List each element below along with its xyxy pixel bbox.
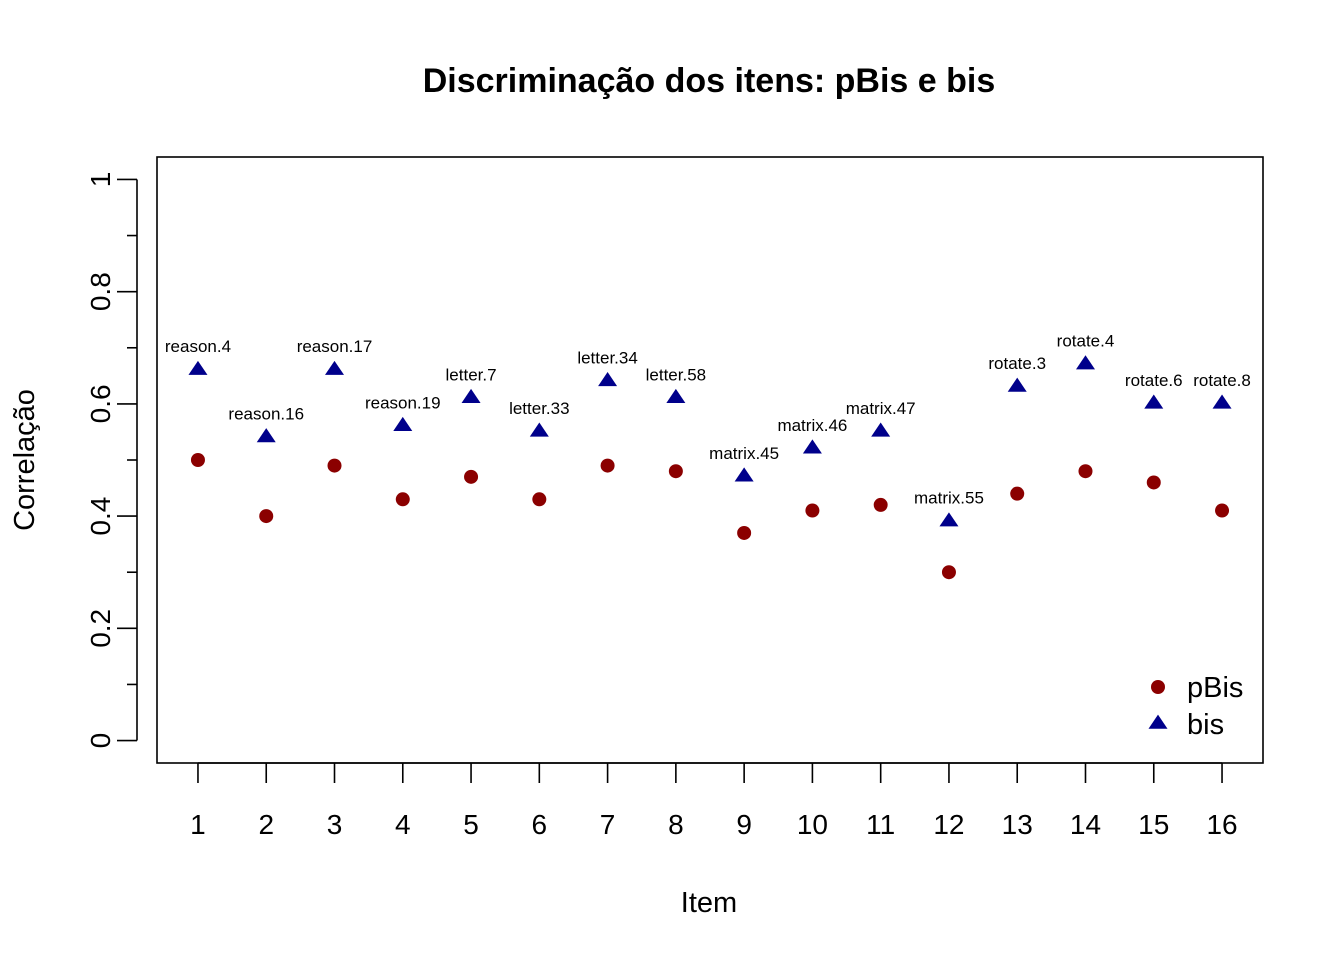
x-tick-label: 6 <box>532 809 548 840</box>
bis-point <box>529 422 549 437</box>
y-axis: 0 0.2 0.4 0.6 0.8 1 <box>85 172 138 749</box>
item-label: letter.33 <box>509 399 570 418</box>
pbis-point <box>941 565 956 580</box>
bis-point <box>393 416 413 432</box>
bis-point <box>325 360 345 375</box>
pbis-point <box>190 453 205 467</box>
y-tick-label: 0.8 <box>85 272 116 311</box>
x-tick-label: 12 <box>933 809 964 840</box>
item-label: reason.17 <box>297 337 373 356</box>
bis-point <box>1007 377 1027 392</box>
x-tick-label: 2 <box>258 809 274 840</box>
x-tick-label: 10 <box>797 809 828 840</box>
pbis-point <box>1010 486 1025 501</box>
pbis-point <box>532 492 547 507</box>
bis-point <box>256 428 276 443</box>
x-tick-label: 16 <box>1206 809 1237 840</box>
bis-point <box>1075 355 1095 370</box>
y-tick-label: 1 <box>85 172 116 188</box>
bis-point <box>939 512 959 527</box>
x-tick-label: 13 <box>1002 809 1033 840</box>
bis-point <box>734 467 754 482</box>
y-tick-label: 0.4 <box>85 497 116 536</box>
x-axis: 1 2 3 4 5 6 7 8 9 10 11 12 13 14 15 16 <box>190 762 1238 840</box>
pbis-point <box>600 458 615 473</box>
data-points <box>188 355 1232 580</box>
x-tick-label: 11 <box>866 809 895 840</box>
x-tick-label: 5 <box>463 809 479 840</box>
item-label: letter.7 <box>446 365 497 384</box>
item-label: matrix.55 <box>914 489 984 508</box>
y-tick-label: 0.2 <box>85 609 116 648</box>
legend: pBis bis <box>1148 672 1243 741</box>
legend-pbis-marker <box>1151 680 1165 694</box>
x-tick-label: 3 <box>327 809 343 840</box>
bis-point <box>666 388 686 403</box>
item-label: letter.58 <box>646 365 707 384</box>
pbis-point <box>737 525 752 540</box>
y-tick-label: 0 <box>85 733 116 749</box>
x-tick-label: 8 <box>668 809 684 840</box>
y-axis-title: Correlação <box>9 389 41 531</box>
item-label: rotate.6 <box>1125 371 1183 390</box>
item-label: matrix.46 <box>777 416 847 435</box>
pbis-point <box>327 458 342 473</box>
item-label: letter.34 <box>577 348 638 367</box>
x-tick-label: 15 <box>1138 809 1169 840</box>
item-label: reason.16 <box>228 405 304 424</box>
x-tick-label: 7 <box>600 809 616 840</box>
item-label: rotate.3 <box>988 354 1046 373</box>
bis-point <box>871 422 891 437</box>
pbis-point <box>259 509 274 524</box>
x-tick-label: 1 <box>190 809 206 840</box>
pbis-point <box>1078 464 1093 479</box>
pbis-point <box>873 497 888 512</box>
item-label: matrix.45 <box>709 444 779 463</box>
pbis-point <box>1215 503 1230 518</box>
point-labels: reason.4 reason.16 reason.17 reason.19 lette… <box>165 332 1251 508</box>
x-axis-title: Item <box>681 887 737 919</box>
legend-pbis-label: pBis <box>1187 672 1243 704</box>
bis-point <box>802 439 822 454</box>
legend-bis-marker <box>1148 714 1168 729</box>
bis-point <box>1144 394 1164 409</box>
x-tick-label: 14 <box>1070 809 1101 840</box>
item-label: rotate.4 <box>1057 332 1115 351</box>
pbis-point <box>1146 475 1161 490</box>
bis-point <box>598 372 618 387</box>
item-label: rotate.8 <box>1193 371 1251 390</box>
y-tick-label: 0.6 <box>85 384 116 423</box>
x-tick-label: 4 <box>395 809 411 840</box>
pbis-point <box>805 503 820 518</box>
bis-point <box>188 360 208 375</box>
pbis-point <box>395 492 410 507</box>
x-tick-label: 9 <box>736 809 752 840</box>
item-label: reason.4 <box>165 337 231 356</box>
bis-point <box>461 388 481 403</box>
pbis-point <box>464 469 479 484</box>
pbis-point <box>668 464 683 479</box>
chart-title: Discriminação dos itens: pBis e bis <box>423 62 996 100</box>
item-label: matrix.47 <box>846 399 916 418</box>
bis-point <box>1212 394 1232 409</box>
legend-bis-label: bis <box>1187 709 1224 741</box>
item-label: reason.19 <box>365 393 441 412</box>
